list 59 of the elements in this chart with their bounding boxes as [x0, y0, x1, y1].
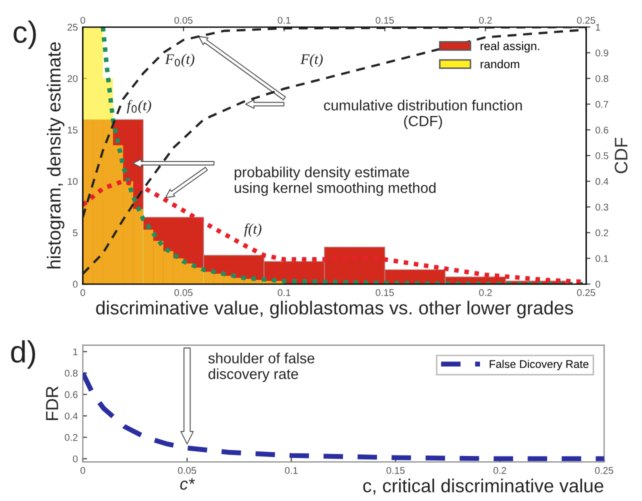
annotation: probability density estimate using kernel smoothing method — [234, 166, 436, 196]
y-tick-label: 0.6 — [64, 391, 78, 398]
y-tick-label: 1 — [73, 348, 78, 356]
y-axis-title: histogram, density estimate — [46, 42, 64, 268]
x2-tick-label: 0.05 — [174, 289, 193, 296]
y2-tick-label: 0.1 — [596, 255, 608, 262]
x-tick-label: 0.1 — [284, 467, 298, 474]
x2-tick-label: 0.25 — [577, 289, 596, 296]
x-tick-label: 0.05 — [174, 16, 193, 24]
x-tick-label: 0.15 — [386, 467, 405, 474]
legend-label: real assign. — [480, 42, 540, 53]
y2-tick-label: 0.9 — [596, 49, 608, 56]
annotation: f(t) — [244, 223, 262, 237]
y2-tick-label: 0.7 — [596, 100, 608, 108]
y2-tick-label: 0.3 — [596, 204, 608, 211]
y-tick-label: 5 — [72, 230, 78, 236]
text: c* — [180, 478, 195, 490]
x-tick-label: 0 — [80, 16, 86, 24]
x2-tick-label: 0.2 — [479, 289, 492, 296]
y-axis-title: FDR — [46, 386, 58, 420]
x-tick-label: 0.1 — [278, 16, 290, 24]
y-tick-label: 0.8 — [64, 370, 78, 377]
text: d) — [11, 340, 36, 369]
y2-tick-label: 0.5 — [596, 152, 608, 160]
x2-tick-label: 0.15 — [376, 289, 394, 296]
y-tick-label: 25 — [68, 24, 78, 31]
annotation: F(t) — [300, 54, 323, 68]
y2-tick-label: 1 — [596, 24, 600, 31]
x-tick-label: 0.15 — [376, 16, 394, 24]
x-tick-label: 0.25 — [577, 16, 596, 24]
x2-tick-label: 0 — [80, 289, 86, 296]
y-tick-label: 0.2 — [64, 434, 78, 441]
y-tick-label: 10 — [68, 178, 78, 185]
y2-tick-label: 0.2 — [596, 229, 608, 236]
x-tick-label: 0.2 — [479, 16, 492, 24]
y-tick-label: 0 — [72, 280, 78, 288]
y2-tick-label: 0.6 — [596, 126, 608, 134]
x-tick-label: 0.05 — [178, 467, 196, 474]
text: c) — [14, 20, 36, 49]
y-tick-label: 20 — [68, 75, 78, 82]
annotation: f$_{0}$(t) — [126, 100, 152, 114]
x-tick-label: 0.25 — [595, 467, 614, 474]
y-tick-label: 15 — [68, 126, 78, 134]
x-axis-title: c, critical discriminative value — [363, 478, 604, 495]
annotation: shoulder of false discovery rate — [208, 352, 314, 382]
x-tick-label: 0.2 — [493, 467, 506, 474]
annotation: F$_{0}$(t) — [165, 54, 194, 67]
x-axis-title: discriminative value, glioblastomas vs. other lower grades — [96, 300, 573, 318]
x-tick-label: 0 — [80, 467, 86, 474]
legend-label: False Dicovery Rate — [490, 360, 588, 370]
x2-tick-label: 0.1 — [278, 289, 290, 296]
annotation: cumulative distribution function (CDF) — [324, 100, 522, 130]
y-tick-label: 0.4 — [64, 412, 78, 420]
y2-axis-title: CDF — [614, 138, 628, 174]
y2-tick-label: 0 — [596, 280, 600, 288]
legend-label: random — [480, 60, 520, 68]
y2-tick-label: 0.4 — [596, 178, 608, 185]
y2-tick-label: 0.8 — [596, 75, 608, 82]
y-tick-label: 0 — [72, 455, 78, 462]
